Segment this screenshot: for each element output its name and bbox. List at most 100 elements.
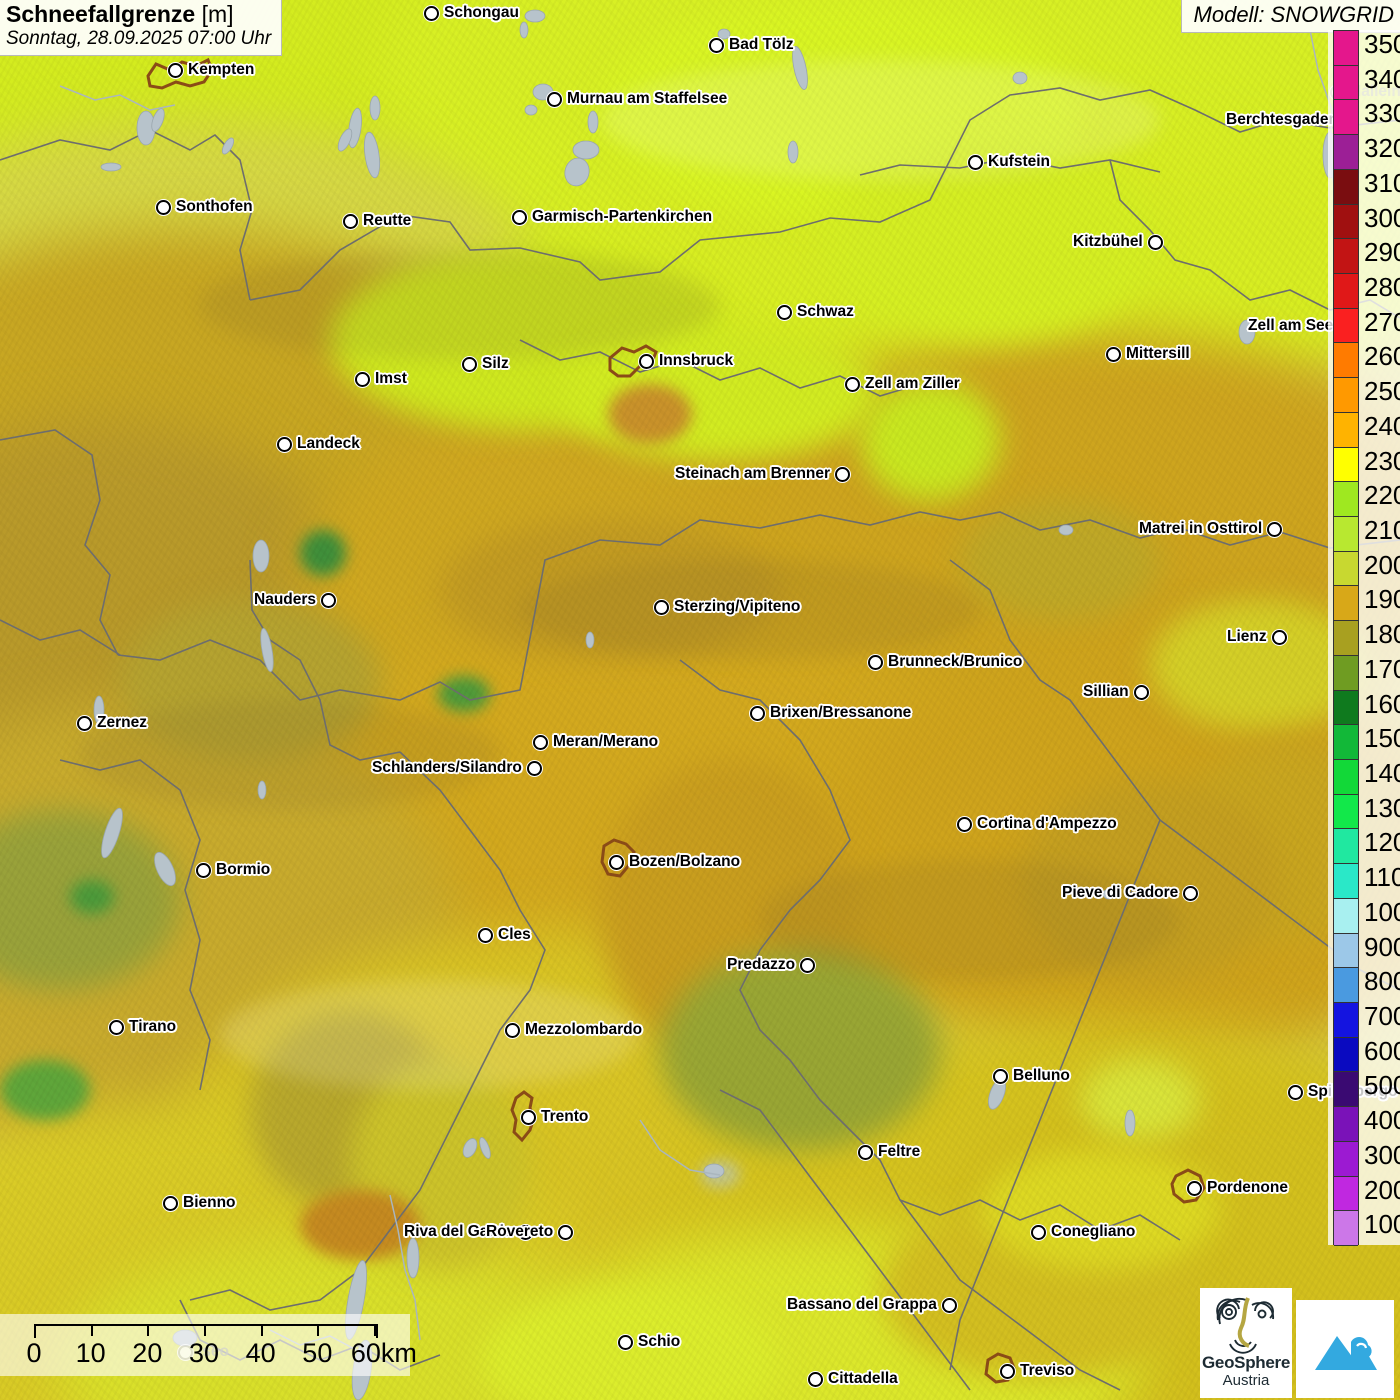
city-name: Cortina d'Ampezzo (977, 815, 1117, 832)
colorbar-segment (1334, 968, 1358, 1003)
colorbar-segment (1334, 760, 1358, 795)
scale-label: 10 (75, 1338, 106, 1368)
city-label: Bormio (196, 861, 270, 879)
city-name: Sillian (1083, 683, 1129, 700)
city-name: Cittadella (828, 1370, 898, 1387)
city-label: Rovereto (486, 1223, 574, 1241)
city-label: Silz (462, 355, 509, 373)
city-marker-icon (845, 376, 860, 392)
city-name: Pordenone (1207, 1179, 1288, 1196)
city-name: Feltre (878, 1143, 921, 1160)
city-label: Sonthofen (156, 198, 253, 216)
city-marker-icon (343, 213, 358, 229)
city-label: Meran/Merano (533, 733, 658, 751)
geosphere-logo-line1: GeoSphere (1202, 1352, 1290, 1372)
city-name: Bozen/Bolzano (629, 853, 741, 870)
city-marker-icon (654, 599, 669, 615)
city-label: Riva del Garda (404, 1223, 533, 1241)
colorbar-tick-label: 3500 (1364, 29, 1400, 59)
city-marker-icon (77, 715, 92, 731)
colorbar-tick-label: 200 (1364, 1174, 1400, 1205)
colorbar-segment (1334, 100, 1358, 136)
city-label: Nauders (254, 591, 337, 609)
city-name: Tirano (129, 1018, 177, 1035)
colorbar-tick-label: 1300 (1364, 792, 1400, 823)
city-label: Belluno (993, 1067, 1070, 1085)
city-name: Steinach am Brenner (675, 465, 831, 482)
city-marker-icon (505, 1022, 520, 1038)
colorbar-segment (1334, 274, 1358, 309)
city-marker-icon (968, 154, 983, 170)
colorbar-tick-label: 500 (1364, 1070, 1400, 1101)
colorbar-tick-label: 2200 (1364, 480, 1400, 511)
city-label: Feltre (858, 1143, 920, 1161)
scale-tick (147, 1324, 150, 1336)
city-label: Kempten (168, 61, 254, 79)
city-label: Bozen/Bolzano (609, 853, 740, 871)
city-name: Treviso (1020, 1362, 1075, 1379)
colorbar-segment (1334, 621, 1358, 656)
city-label: Brixen/Bressanone (750, 704, 911, 722)
city-name: Nauders (254, 591, 317, 608)
city-marker-icon (957, 816, 972, 832)
city-name: Brunneck/Brunico (888, 653, 1023, 670)
colorbar-tick-label: 1600 (1364, 688, 1400, 719)
city-label: Garmisch-Partenkirchen (512, 208, 712, 226)
city-name: Meran/Merano (553, 733, 659, 750)
city-label: Predazzo (727, 956, 816, 974)
geosphere-logo[interactable]: GeoSphere Austria (1200, 1288, 1292, 1398)
scale-bar-line (34, 1324, 378, 1338)
city-label: Pieve di Cadore (1062, 884, 1199, 902)
city-name: Belluno (1013, 1067, 1070, 1084)
city-name: Landeck (297, 435, 360, 452)
colorbar-tick-label: 2100 (1364, 515, 1400, 545)
scale-label: 50 (302, 1338, 333, 1368)
city-marker-icon (1133, 684, 1149, 700)
colorbar-segment (1334, 135, 1358, 170)
colorbar-tick-label: 1800 (1364, 619, 1400, 650)
city-label: Schio (618, 1333, 680, 1351)
city-marker-icon (1187, 1180, 1202, 1196)
city-label: Kufstein (968, 153, 1050, 171)
city-marker-icon (858, 1144, 873, 1160)
colorbar-segment (1334, 1072, 1358, 1108)
city-marker-icon (1031, 1224, 1046, 1240)
city-marker-icon (1106, 346, 1121, 362)
colorbar-tick-label: 3400 (1364, 63, 1400, 94)
city-marker-icon (355, 371, 370, 387)
colorbar-segment (1334, 864, 1358, 899)
city-label: Lienz (1227, 628, 1287, 646)
colorbar-segment (1334, 204, 1358, 240)
logo-row: GeoSphere Austria (1200, 1288, 1394, 1398)
city-marker-icon (109, 1019, 124, 1035)
colorbar-tick-label: 2700 (1364, 306, 1400, 337)
title-unit: [m] (201, 1, 234, 27)
colorbar-segment (1334, 1141, 1358, 1177)
scale-label: 40 (245, 1338, 276, 1368)
city-marker-icon (618, 1334, 633, 1350)
scale-tick (317, 1324, 320, 1336)
colorbar-segment (1334, 343, 1358, 379)
app-logo[interactable] (1296, 1300, 1394, 1398)
city-marker-icon (1147, 234, 1163, 250)
city-marker-icon (709, 37, 724, 53)
city-label: Trento (521, 1108, 588, 1126)
scale-tick (260, 1324, 263, 1336)
colorbar-segment (1334, 31, 1358, 66)
colorbar-segment (1334, 1176, 1358, 1212)
scale-bar: 0 10 20 30 40 50 60km (0, 1314, 417, 1376)
colorbar-segment (1334, 517, 1358, 552)
colorbar-tick-label: 2900 (1364, 237, 1400, 268)
city-marker-icon (1183, 885, 1199, 901)
colorbar-tick-label: 400 (1364, 1105, 1400, 1136)
city-label: Bad Tölz (709, 36, 794, 54)
city-name: Zell am See (1248, 317, 1334, 334)
colorbar-segment (1334, 378, 1358, 413)
city-name: Innsbruck (659, 352, 734, 369)
colorbar-segment (1334, 655, 1358, 691)
city-name: Berchtesgaden (1226, 111, 1338, 128)
colorbar-segment (1334, 239, 1358, 274)
colorbar-tick-label: 1100 (1364, 862, 1400, 893)
